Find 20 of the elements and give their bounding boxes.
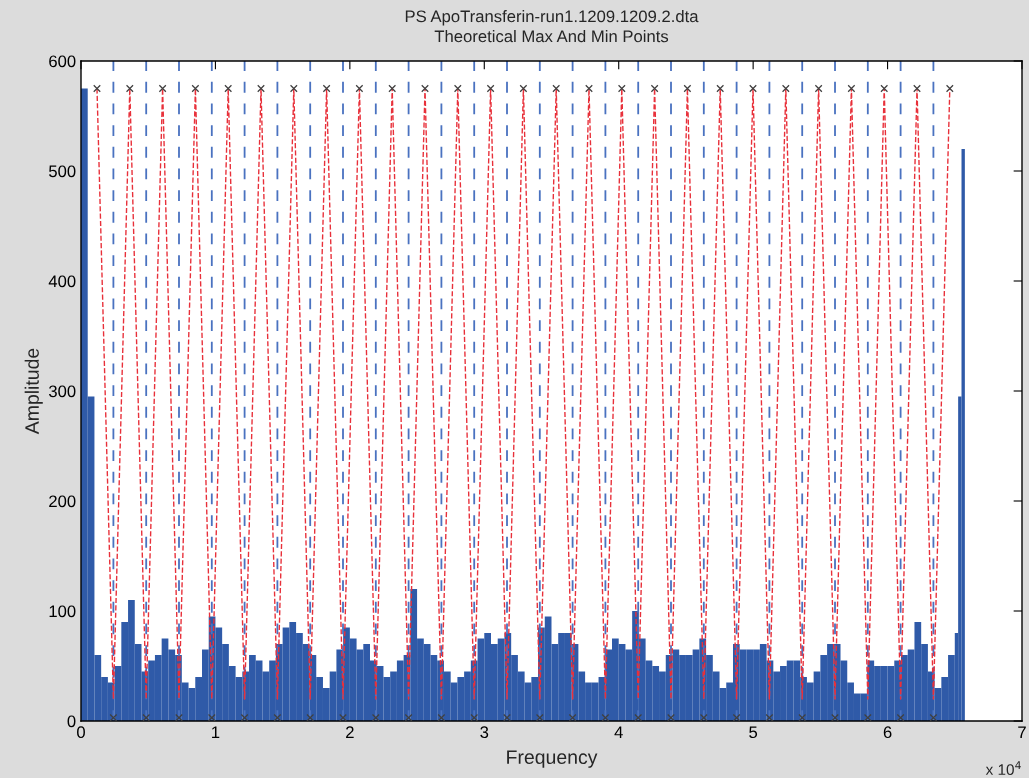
- y-tick-label: 300: [48, 385, 76, 398]
- x-tick-label: 6: [883, 726, 892, 739]
- chart-title: PS ApoTransferin-run1.1209.1209.2.dta: [405, 10, 699, 26]
- y-tick-label: 600: [49, 55, 76, 68]
- x-tick-label: 1: [212, 726, 220, 738]
- y-tick-label: 100: [49, 605, 76, 618]
- y-tick-label: 500: [49, 165, 76, 178]
- y-axis-title: Amplitude: [24, 348, 43, 435]
- x-tick-label: 4: [614, 726, 623, 738]
- x-tick-label: 2: [346, 726, 354, 738]
- x-tick-label: 0: [77, 726, 85, 739]
- y-tick-label: 400: [48, 275, 76, 288]
- y-tick-label: 0: [67, 715, 76, 728]
- chart-subtitle: Theoretical Max And Min Points: [434, 30, 669, 43]
- x-tick-label: 5: [749, 726, 758, 739]
- x-tick-label: 7: [1018, 726, 1026, 738]
- x-tick-label: 3: [480, 726, 489, 739]
- y-tick-label: 200: [49, 495, 76, 508]
- x-axis-title: Frequency: [507, 750, 598, 768]
- text: x 10$^{4}$: [985, 761, 1021, 776]
